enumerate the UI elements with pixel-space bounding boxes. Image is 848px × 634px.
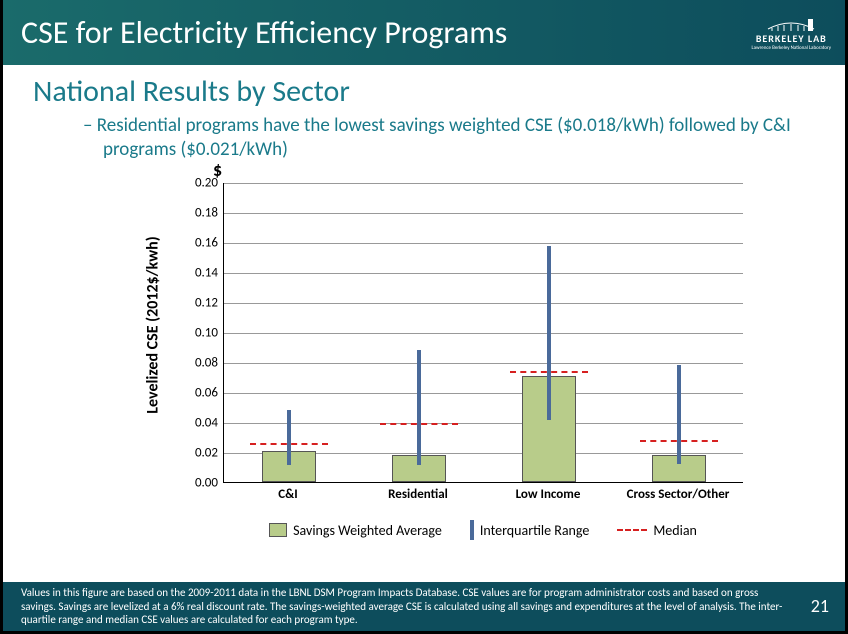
x-tick-label: C&I — [278, 487, 298, 502]
bullet-text: Residential programs have the lowest sav… — [33, 114, 815, 162]
plot-area: 0.000.020.040.060.080.100.120.140.160.18… — [223, 183, 743, 483]
footer-text: Values in this figure are based on the 2… — [21, 586, 782, 627]
section-title: National Results by Sector — [33, 73, 815, 110]
gridline — [224, 213, 743, 214]
y-tick-label: 0.20 — [195, 176, 218, 191]
gridline — [224, 363, 743, 364]
whisker-swatch-icon — [470, 520, 474, 540]
legend-item-whisker: Interquartile Range — [470, 520, 590, 540]
gridline — [224, 243, 743, 244]
iqr-whisker — [287, 410, 291, 466]
slide-header: CSE for Electricity Efficiency Programs … — [3, 0, 845, 65]
gridline — [224, 273, 743, 274]
bar-swatch-icon — [269, 523, 287, 537]
iqr-whisker — [417, 350, 421, 466]
x-tick-label: Residential — [388, 487, 448, 502]
x-tick-label: Cross Sector/Other — [627, 487, 730, 502]
logo-name: BERKELEY LAB — [756, 32, 827, 45]
iqr-whisker — [547, 246, 551, 420]
y-tick-label: 0.12 — [195, 296, 218, 311]
page-number: 21 — [811, 595, 829, 618]
median-line — [380, 423, 458, 425]
slide-title: CSE for Electricity Efficiency Programs — [21, 13, 507, 52]
y-tick-label: 0.08 — [195, 356, 218, 371]
gridline — [224, 183, 743, 184]
y-tick-label: 0.04 — [195, 416, 218, 431]
legend-bar-label: Savings Weighted Average — [293, 522, 442, 539]
legend: Savings Weighted Average Interquartile R… — [203, 520, 763, 540]
median-line — [510, 371, 588, 373]
legend-item-median: Median — [617, 522, 697, 539]
median-line — [250, 443, 328, 445]
slide-footer: Values in this figure are based on the 2… — [3, 582, 845, 631]
y-tick-label: 0.02 — [195, 446, 218, 461]
y-tick-label: 0.00 — [195, 476, 218, 491]
lab-building-icon — [766, 15, 816, 31]
slide-content: National Results by Sector Residential p… — [3, 65, 845, 582]
chart: $ Levelized CSE (2012$/kwh) 0.000.020.04… — [93, 165, 773, 565]
iqr-whisker — [677, 365, 681, 464]
y-axis-label: Levelized CSE (2012$/kwh) — [144, 236, 163, 413]
gridline — [224, 423, 743, 424]
legend-whisker-label: Interquartile Range — [480, 522, 590, 539]
median-swatch-icon — [617, 529, 647, 531]
x-tick-label: Low Income — [516, 487, 581, 502]
y-tick-label: 0.18 — [195, 206, 218, 221]
logo-subtitle: Lawrence Berkeley National Laboratory — [752, 45, 831, 51]
berkeley-lab-logo: BERKELEY LAB Lawrence Berkeley National … — [752, 15, 831, 51]
y-tick-label: 0.10 — [195, 326, 218, 341]
median-line — [640, 440, 718, 442]
gridline — [224, 333, 743, 334]
y-tick-label: 0.06 — [195, 386, 218, 401]
legend-item-bar: Savings Weighted Average — [269, 522, 442, 539]
gridline — [224, 303, 743, 304]
gridline — [224, 393, 743, 394]
slide: CSE for Electricity Efficiency Programs … — [3, 0, 845, 631]
y-tick-label: 0.16 — [195, 236, 218, 251]
legend-median-label: Median — [653, 522, 697, 539]
y-tick-label: 0.14 — [195, 266, 218, 281]
